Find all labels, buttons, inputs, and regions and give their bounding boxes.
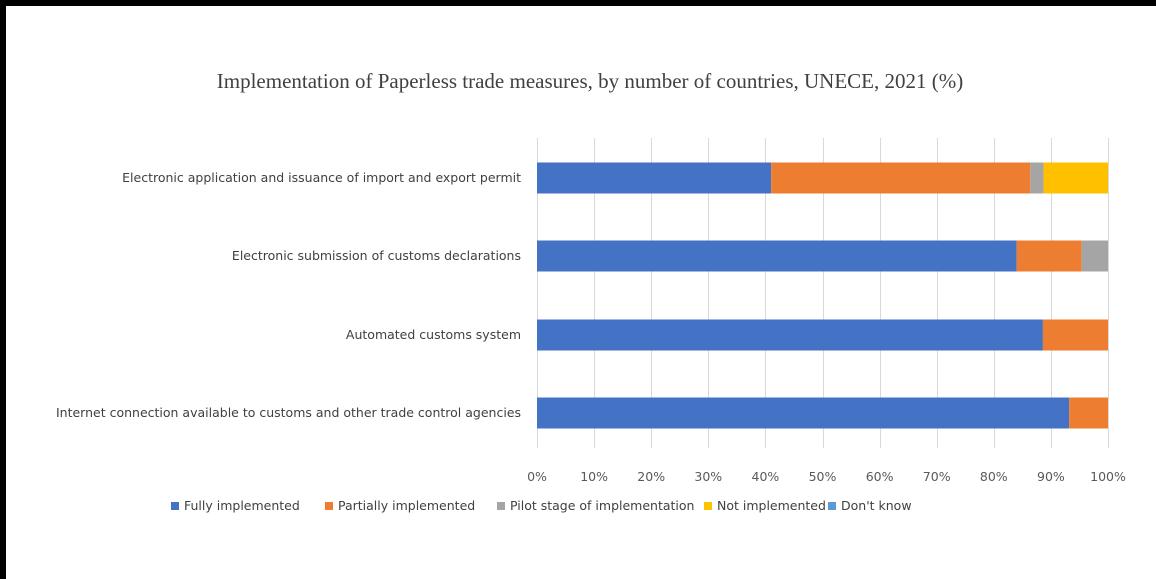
x-tick-label: 10%: [580, 469, 608, 484]
x-tick-label: 40%: [752, 469, 780, 484]
x-tick-label: 100%: [1090, 469, 1126, 484]
x-tick-label: 0%: [527, 469, 547, 484]
legend-label: Fully implemented: [184, 498, 300, 513]
category-label: Electronic application and issuance of i…: [122, 170, 521, 185]
x-tick-label: 70%: [923, 469, 951, 484]
category-labels: Electronic application and issuance of i…: [56, 170, 521, 420]
bar-segment: [1081, 240, 1108, 272]
legend-swatch: [704, 502, 712, 510]
chart-svg: Implementation of Paperless trade measur…: [56, 69, 1126, 513]
category-label: Automated customs system: [346, 327, 521, 342]
x-tick-label: 30%: [694, 469, 722, 484]
bar-segment: [1043, 162, 1108, 194]
bar-segment: [1030, 162, 1044, 194]
x-tick-label: 90%: [1037, 469, 1065, 484]
bar-segment: [771, 162, 1031, 194]
legend-swatch: [325, 502, 333, 510]
legend-label: Not implemented: [717, 498, 826, 513]
legend-label: Partially implemented: [338, 498, 475, 513]
bar-segment: [537, 397, 1070, 429]
legend-swatch: [828, 502, 836, 510]
chart-title: Implementation of Paperless trade measur…: [217, 69, 963, 93]
category-label: Electronic submission of customs declara…: [232, 248, 521, 263]
x-tick-label: 20%: [637, 469, 665, 484]
x-tick-label: 80%: [980, 469, 1008, 484]
x-tick-label: 60%: [866, 469, 894, 484]
legend-label: Pilot stage of implementation: [510, 498, 694, 513]
bar-segment: [537, 162, 772, 194]
bar-segment: [537, 240, 1017, 272]
legend-swatch: [171, 502, 179, 510]
category-label: Internet connection available to customs…: [56, 405, 521, 420]
bar-segment: [1042, 319, 1108, 351]
chart-frame: Implementation of Paperless trade measur…: [6, 6, 1156, 579]
bar-segment: [537, 319, 1043, 351]
legend-label: Don't know: [841, 498, 912, 513]
bar-segment: [1069, 397, 1108, 429]
bar-segment: [1016, 240, 1082, 272]
legend: Fully implemented Partially implemented Pi…: [171, 498, 912, 513]
legend-swatch: [497, 502, 505, 510]
bars: [537, 162, 1108, 429]
x-tick-label: 50%: [809, 469, 837, 484]
x-axis-tick-labels: 0% 10% 20% 30% 40% 50% 60% 70% 80% 90% 100%: [527, 469, 1126, 484]
